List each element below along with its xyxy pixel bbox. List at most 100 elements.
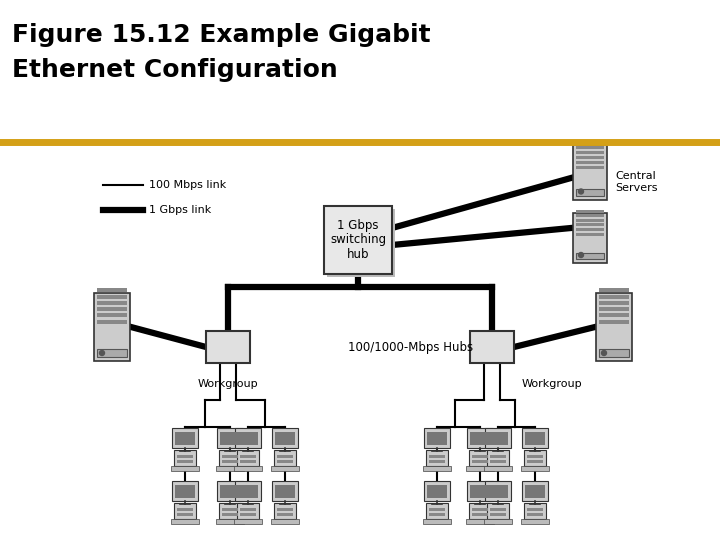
Bar: [240, 508, 256, 511]
Bar: [237, 503, 259, 519]
Bar: [222, 508, 238, 511]
Bar: [576, 233, 604, 235]
Bar: [576, 219, 604, 222]
Bar: [522, 481, 548, 501]
Bar: [599, 313, 629, 318]
Bar: [219, 450, 241, 466]
Bar: [525, 432, 545, 445]
Bar: [472, 508, 488, 511]
Bar: [576, 166, 604, 169]
Bar: [576, 189, 604, 195]
Circle shape: [99, 350, 104, 355]
Bar: [240, 513, 256, 516]
Bar: [274, 450, 296, 466]
Bar: [485, 428, 511, 448]
Circle shape: [601, 350, 606, 355]
Bar: [490, 508, 506, 511]
Bar: [599, 320, 629, 323]
Bar: [240, 455, 256, 458]
Text: Ethernet Configuration: Ethernet Configuration: [12, 58, 338, 82]
Bar: [524, 503, 546, 519]
Bar: [521, 466, 549, 471]
Bar: [469, 450, 491, 466]
Bar: [599, 307, 629, 311]
Bar: [424, 428, 450, 448]
Bar: [277, 455, 293, 458]
Bar: [217, 481, 243, 501]
Bar: [271, 519, 299, 524]
Bar: [576, 210, 604, 213]
Bar: [525, 485, 545, 498]
Bar: [466, 519, 494, 524]
Bar: [426, 450, 448, 466]
Bar: [576, 224, 604, 226]
Bar: [234, 519, 262, 524]
Bar: [487, 450, 509, 466]
Bar: [524, 450, 546, 466]
Bar: [222, 460, 238, 463]
Bar: [573, 145, 607, 199]
Bar: [487, 503, 509, 519]
Bar: [238, 432, 258, 445]
Text: 1 Gbps link: 1 Gbps link: [149, 205, 211, 215]
Bar: [271, 466, 299, 471]
Bar: [423, 519, 451, 524]
Bar: [527, 460, 543, 463]
Bar: [97, 288, 127, 293]
Bar: [177, 508, 193, 511]
Bar: [521, 519, 549, 524]
Bar: [220, 485, 240, 498]
Bar: [97, 307, 127, 311]
Bar: [97, 313, 127, 318]
Bar: [472, 455, 488, 458]
Bar: [97, 301, 127, 305]
Bar: [522, 428, 548, 448]
Bar: [274, 503, 296, 519]
Bar: [238, 485, 258, 498]
Bar: [172, 481, 198, 501]
Bar: [424, 481, 450, 501]
Bar: [599, 288, 629, 293]
Bar: [427, 432, 447, 445]
Bar: [599, 349, 629, 357]
Bar: [469, 503, 491, 519]
Bar: [272, 428, 298, 448]
Bar: [427, 485, 447, 498]
Bar: [576, 214, 604, 217]
Bar: [429, 508, 445, 511]
Bar: [596, 293, 632, 361]
Bar: [576, 253, 604, 259]
Bar: [220, 432, 240, 445]
Bar: [277, 513, 293, 516]
Bar: [599, 295, 629, 299]
Bar: [171, 466, 199, 471]
Text: Central
Servers: Central Servers: [615, 171, 657, 193]
Text: Figure 15.12 Example Gigabit: Figure 15.12 Example Gigabit: [12, 23, 431, 47]
Bar: [94, 293, 130, 361]
Bar: [217, 428, 243, 448]
Bar: [216, 519, 244, 524]
Bar: [527, 455, 543, 458]
Bar: [576, 161, 604, 164]
Bar: [485, 481, 511, 501]
Bar: [527, 508, 543, 511]
Bar: [429, 513, 445, 516]
Bar: [97, 320, 127, 323]
Bar: [576, 141, 604, 144]
Bar: [324, 206, 392, 274]
Bar: [174, 503, 196, 519]
Circle shape: [578, 253, 583, 258]
Bar: [466, 466, 494, 471]
Bar: [484, 466, 512, 471]
Bar: [576, 146, 604, 149]
Bar: [174, 450, 196, 466]
Bar: [240, 460, 256, 463]
Bar: [576, 156, 604, 159]
Bar: [527, 513, 543, 516]
Bar: [490, 460, 506, 463]
Text: Workgroup: Workgroup: [198, 379, 258, 389]
Bar: [599, 301, 629, 305]
Bar: [573, 213, 607, 263]
Bar: [277, 508, 293, 511]
Bar: [467, 428, 493, 448]
